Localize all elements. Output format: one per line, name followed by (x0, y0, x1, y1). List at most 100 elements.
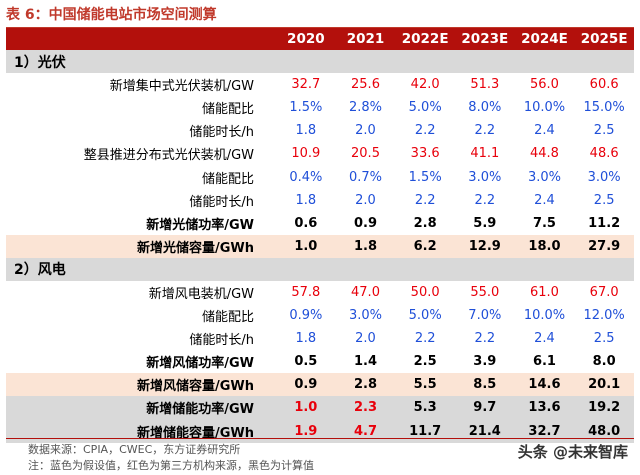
table-cell: 2.2 (474, 331, 496, 347)
table-cell: 12.0% (583, 308, 625, 324)
table-cell: 1.0 (294, 400, 318, 416)
header-cell: 2022E (401, 31, 449, 47)
header-cell: 2020 (287, 31, 325, 47)
table-cell: 12.9 (468, 238, 501, 254)
section-label: 1）光伏 (14, 54, 66, 71)
table-cell: 19.2 (588, 400, 621, 416)
table-cell: 48.0 (588, 423, 621, 439)
table-cell: 61.0 (529, 284, 559, 300)
header-row: 2020 2021 2022E 2023E 2024E 2025E (6, 28, 634, 50)
table-cell: 2.5 (593, 331, 615, 347)
table-cell: 1.8 (295, 123, 317, 139)
table-cell: 33.6 (410, 146, 440, 162)
table-cell: 2.8 (413, 215, 437, 231)
table-cell: 60.6 (589, 77, 619, 93)
header-cell: 2025E (580, 31, 628, 47)
row-label: 储能配比 (202, 171, 255, 187)
table-cell: 18.0 (528, 238, 561, 254)
table-row: 储能时长/h 1.8 2.0 2.2 2.2 2.4 2.5 (6, 119, 634, 142)
table-cell: 0.9 (353, 215, 378, 231)
table-row: 储能时长/h 1.8 2.0 2.2 2.2 2.4 2.5 (6, 189, 634, 212)
table-cell: 1.8 (295, 192, 317, 208)
section-label: 2）风电 (14, 262, 66, 279)
table-cell: 15.0% (583, 100, 625, 116)
table-cell: 21.4 (468, 423, 501, 439)
section-row-pv: 1）光伏 (6, 50, 634, 74)
table-cell: 27.9 (588, 238, 621, 254)
table-cell: 2.0 (355, 331, 376, 347)
watermark: 头条 @未来智库 (518, 441, 628, 462)
table-row: 新增光储容量/GWh 1.0 1.8 6.2 12.9 18.0 27.9 (6, 234, 634, 258)
table-cell: 1.8 (295, 331, 317, 347)
table-cell: 2.2 (414, 331, 436, 347)
table-cell: 56.0 (529, 77, 559, 93)
table-cell: 0.5 (294, 354, 318, 370)
table-cell: 9.7 (473, 400, 497, 416)
watermark-text: 头条 @未来智库 (517, 443, 628, 461)
table-cell: 3.9 (473, 354, 497, 370)
table-cell: 0.7% (348, 169, 383, 185)
table-row: 新增储能容量/GWh 1.9 4.7 11.7 21.4 32.7 48.0 (6, 419, 634, 443)
row-label: 新增储能功率/GW (146, 402, 255, 418)
table-cell: 44.8 (529, 146, 559, 162)
header-cell: 2024E (521, 31, 568, 47)
table-cell: 4.7 (353, 423, 378, 439)
table-row: 新增光储功率/GW 0.6 0.9 2.8 5.9 7.5 11.2 (6, 212, 634, 235)
table-cell: 42.0 (410, 77, 440, 93)
table-cell: 51.3 (470, 77, 500, 93)
table-cell: 55.0 (470, 284, 500, 300)
row-label: 储能配比 (202, 102, 255, 118)
table-row: 整县推进分布式光伏装机/GW 10.9 20.5 33.6 41.1 44.8 … (6, 142, 634, 165)
market-space-table: 2020 2021 2022E 2023E 2024E 2025E 1）光伏 新… (6, 28, 634, 443)
table-cell: 6.1 (532, 354, 556, 370)
table-cell: 2.5 (593, 192, 615, 208)
table-row: 新增风电装机/GW 57.8 47.0 50.0 55.0 61.0 67.0 (6, 281, 634, 304)
row-label: 储能时长/h (189, 333, 255, 349)
table-cell: 2.2 (474, 123, 496, 139)
table-cell: 1.8 (353, 238, 378, 254)
source-note: 数据来源：CPIA，CWEC，东方证券研究所 (28, 443, 241, 456)
table-cell: 25.6 (351, 77, 380, 93)
table-cell: 0.9 (294, 377, 318, 393)
table-cell: 2.8 (353, 377, 378, 393)
table-cell: 2.0 (355, 192, 376, 208)
table-cell: 5.9 (473, 215, 497, 231)
table-cell: 8.5 (473, 377, 497, 393)
table-row: 新增集中式光伏装机/GW 32.7 25.6 42.0 51.3 56.0 60… (6, 73, 634, 96)
table-cell: 3.0% (468, 169, 502, 185)
table-cell: 1.5% (289, 100, 323, 116)
table-cell: 2.2 (414, 123, 436, 139)
bottom-divider (6, 438, 634, 439)
table-cell: 2.2 (474, 192, 496, 208)
table-row: 储能配比 0.4% 0.7% 1.5% 3.0% 3.0% 3.0% (6, 165, 634, 188)
table-cell: 41.1 (470, 146, 500, 162)
table-cell: 57.8 (291, 284, 321, 300)
table-cell: 2.4 (534, 192, 555, 208)
table-cell: 8.0 (592, 354, 616, 370)
table-cell: 11.2 (588, 215, 621, 231)
table-cell: 32.7 (528, 423, 561, 439)
table-cell: 1.9 (294, 423, 318, 439)
row-label: 整县推进分布式光伏装机/GW (83, 148, 255, 164)
table-cell: 1.0 (294, 238, 318, 254)
table-cell: 13.6 (528, 400, 561, 416)
table-cell: 2.4 (534, 123, 555, 139)
table-title: 表 6：中国储能电站市场空间测算 (6, 7, 217, 23)
row-label: 新增风储功率/GW (146, 356, 255, 372)
row-label: 新增集中式光伏装机/GW (109, 79, 255, 95)
row-label: 新增风储容量/GWh (137, 379, 255, 395)
table-row: 储能配比 1.5% 2.8% 5.0% 8.0% 10.0% 15.0% (6, 96, 634, 119)
table-cell: 10.0% (523, 308, 566, 324)
table-cell: 5.5 (413, 377, 437, 393)
table-cell: 0.9% (289, 308, 323, 324)
table-cell: 2.0 (355, 123, 376, 139)
table-cell: 3.0% (587, 169, 621, 185)
table-cell: 48.6 (589, 146, 619, 162)
table-cell: 8.0% (468, 100, 502, 116)
table-cell: 1.4 (353, 354, 378, 370)
row-label: 储能时长/h (189, 125, 255, 141)
table-row: 储能时长/h 1.8 2.0 2.2 2.2 2.4 2.5 (6, 327, 634, 350)
table-cell: 11.7 (409, 423, 442, 439)
header-cell (6, 28, 276, 50)
table-row: 新增储能功率/GW 1.0 2.3 5.3 9.7 13.6 19.2 (6, 396, 634, 420)
